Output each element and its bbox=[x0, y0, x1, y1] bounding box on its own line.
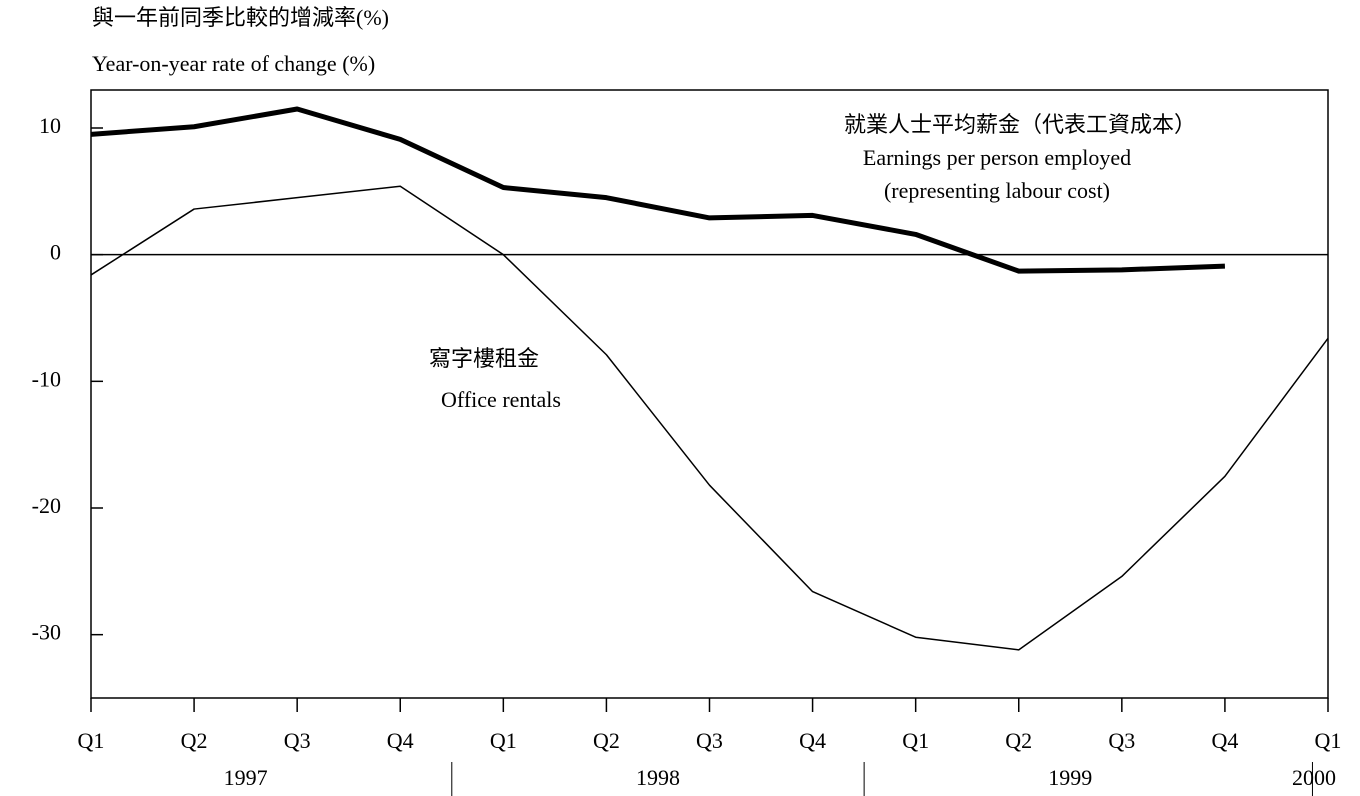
x-tick-label: Q4 bbox=[1211, 728, 1238, 753]
x-tick-label: Q1 bbox=[78, 728, 105, 753]
y-tick-label: -20 bbox=[32, 493, 61, 518]
chart-subtitle: Year-on-year rate of change (%) bbox=[92, 51, 375, 76]
x-tick-label: Q2 bbox=[181, 728, 208, 753]
x-tick-label: Q1 bbox=[1315, 728, 1342, 753]
year-label: 2000 bbox=[1292, 765, 1336, 790]
x-tick-label: Q3 bbox=[696, 728, 723, 753]
x-tick-label: Q1 bbox=[902, 728, 929, 753]
y-tick-label: -10 bbox=[32, 366, 61, 391]
series-line bbox=[90, 185, 1329, 651]
x-tick-label: Q4 bbox=[387, 728, 414, 753]
x-tick-label: Q2 bbox=[1005, 728, 1032, 753]
year-label: 1999 bbox=[1048, 765, 1092, 790]
x-tick-label: Q4 bbox=[799, 728, 826, 753]
x-tick-label: Q3 bbox=[284, 728, 311, 753]
x-tick-label: Q1 bbox=[490, 728, 517, 753]
series-label-zh: 就業人士平均薪金（代表工資成本） bbox=[844, 112, 1196, 137]
y-tick-label: -30 bbox=[32, 620, 61, 645]
year-label: 1998 bbox=[636, 765, 680, 790]
series-label: Earnings per person employed bbox=[863, 145, 1131, 170]
y-tick-label: 0 bbox=[50, 240, 61, 265]
series-label-zh: 寫字樓租金 bbox=[429, 346, 539, 371]
series-line bbox=[90, 106, 1226, 274]
series-label: Office rentals bbox=[441, 387, 561, 412]
plot-frame bbox=[90, 89, 1329, 699]
chart-title: 與一年前同季比較的增減率(%) bbox=[92, 5, 389, 30]
year-label: 1997 bbox=[224, 765, 268, 790]
x-tick-label: Q2 bbox=[593, 728, 620, 753]
x-tick-label: Q3 bbox=[1108, 728, 1135, 753]
y-tick-label: 10 bbox=[39, 113, 61, 138]
series-label-note: (representing labour cost) bbox=[884, 178, 1110, 203]
